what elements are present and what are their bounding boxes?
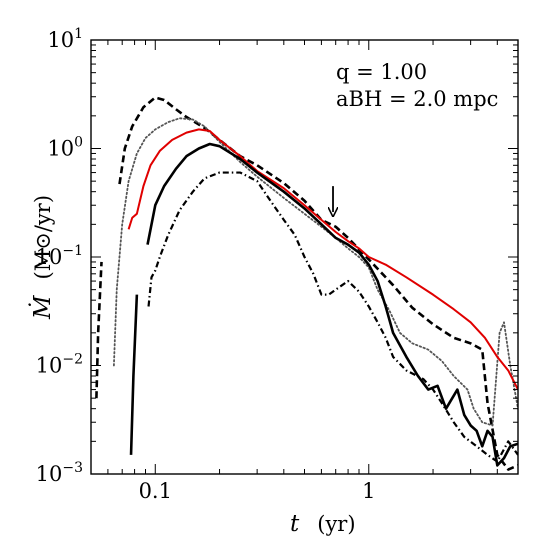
x-axis-title: t (yr) [290,511,356,537]
y-axis-title: Ṁ (M⊙/yr) [29,195,56,320]
series-dashed-0-segment-1 [118,96,518,471]
x-tick-label: 1 [362,479,375,503]
series-solid-3-segment-0 [129,294,139,455]
tick-label-layer: 0.1 1 10−3 10−2 10−1 100 101 [36,26,376,503]
x-tick-label: 0.1 [139,479,172,503]
y-tick-label: 101 [47,26,83,52]
series-dashed-0-segment-0 [95,261,103,399]
y-tick-label: 10−1 [36,243,83,269]
y-axis-unit: (M⊙/yr) [31,195,55,279]
series-dashdot-4-segment-0 [147,171,518,463]
y-tick-label: 100 [47,135,83,161]
tick-layer [90,39,519,475]
series-solid-3-segment-1 [146,142,518,467]
y-tick-label: 10−3 [36,460,83,486]
annotation-mass-ratio: q = 1.00 [336,60,427,84]
series-solid-2-segment-0 [127,128,518,391]
y-tick-label: 10−2 [36,352,83,378]
y-axis-variable: Ṁ [29,294,56,320]
series-layer [95,96,518,471]
svg-text:Ṁ (M⊙/yr): Ṁ (M⊙/yr) [29,195,56,320]
x-axis-variable: t [290,511,300,537]
series-dotted-1-segment-0 [112,117,518,427]
x-axis-unit: (yr) [317,512,355,536]
annotation-separation: aBH = 2.0 mpc [336,87,498,111]
